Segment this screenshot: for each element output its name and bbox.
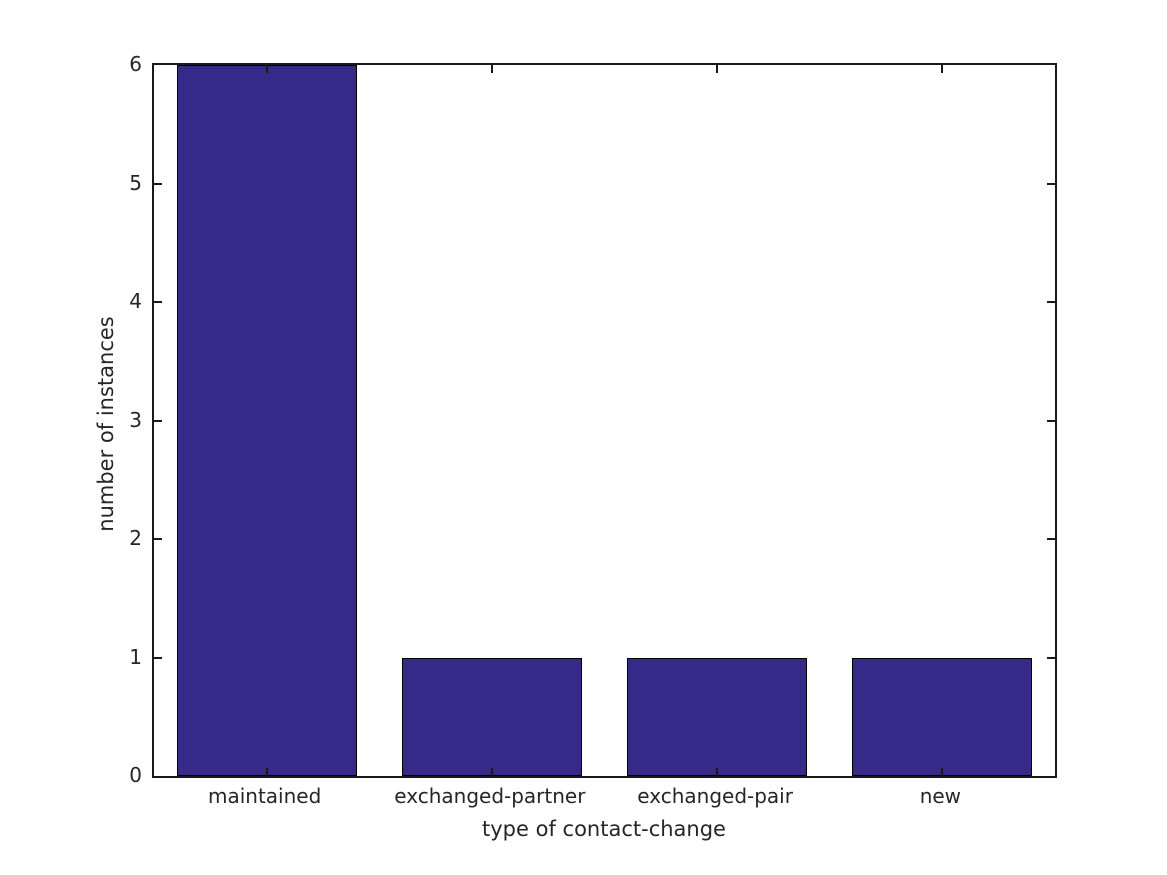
x-tick-mark	[941, 768, 944, 776]
y-tick-mark	[154, 301, 162, 303]
x-axis-label: type of contact-change	[482, 817, 726, 841]
x-tick-mark	[265, 768, 268, 776]
bar	[176, 65, 357, 776]
y-tick-mark	[1047, 182, 1055, 185]
y-tick-label: 3	[129, 407, 142, 432]
y-tick-mark	[154, 419, 162, 422]
x-tick-mark	[490, 768, 493, 776]
x-tick-label: maintained	[207, 784, 322, 808]
y-tick-mark	[1047, 301, 1055, 303]
bar	[401, 657, 582, 776]
y-tick-label: 1	[129, 644, 142, 669]
y-tick-label: 5	[129, 170, 142, 195]
y-tick-mark	[1047, 656, 1055, 659]
x-tick-mark	[941, 65, 944, 73]
y-tick-mark	[154, 656, 162, 659]
x-tick-mark	[265, 65, 268, 73]
x-tick-mark	[490, 65, 493, 73]
y-axis-label: number of instances	[94, 316, 118, 532]
y-tick-label: 4	[129, 289, 142, 313]
y-tick-label: 6	[129, 52, 142, 76]
y-tick-mark	[154, 538, 162, 540]
bar	[852, 657, 1033, 776]
x-tick-mark	[716, 768, 719, 776]
x-tick-label: new	[919, 784, 962, 808]
x-tick-label: exchanged-pair	[637, 784, 793, 808]
bar	[627, 657, 808, 776]
y-tick-label: 0	[129, 763, 142, 787]
x-tick-label: exchanged-partner	[394, 784, 586, 808]
y-tick-mark	[1047, 538, 1055, 540]
y-tick-label: 2	[129, 526, 142, 550]
plot-area	[152, 63, 1057, 778]
y-tick-mark	[1047, 419, 1055, 422]
x-tick-mark	[716, 65, 719, 73]
y-tick-mark	[154, 182, 162, 185]
